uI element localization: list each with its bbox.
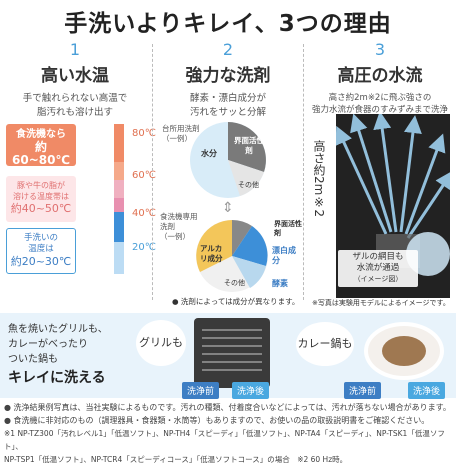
reason-heading: 高い水温 [41, 66, 109, 86]
pie1-label-surfactant: 界面活性剤 [234, 136, 264, 155]
reason-number: 3 [374, 40, 386, 59]
grill-photo [194, 318, 270, 388]
reason-3-column: 3 高圧の水流 高さ約2m※2に飛ぶ強さの 強力水流が食器のすみずみまで洗浄 [304, 40, 456, 310]
height-vertical-label: 高さ約2m※2 [312, 140, 326, 217]
temp-20: 20℃ [132, 242, 156, 253]
pie2-label-other: その他 [224, 279, 245, 287]
pie2-title: 食洗機専用 洗剤 （一例） [160, 212, 198, 241]
pie2-chart [196, 219, 268, 292]
reason-2-column: 2 強力な洗剤 酵素・漂白成分が 汚れをサッと分解 [153, 40, 303, 310]
pie1-title: 台所用洗剤 （一例） [162, 124, 200, 143]
temp-60: 60℃ [132, 170, 156, 181]
temperature-bar [114, 124, 124, 274]
reason-description: 高さ約2m※2に飛ぶ強さの 強力水流が食器のすみずみまで洗浄 [311, 93, 448, 115]
temp-40: 40℃ [132, 208, 156, 219]
column-divider [303, 44, 304, 300]
colander-callout: ザルの網目も 水流が通過 （イメージ図） [338, 250, 418, 287]
grill-bubble: グリルも [136, 320, 186, 366]
curry-pot-bubble: カレー鍋も [296, 322, 354, 366]
dishwasher-temp-box: 食洗機なら 約60~80℃ [6, 124, 76, 167]
pie2-label-alkali: アルカリ成分 [200, 244, 223, 263]
pie2-label-enzyme: 酵素 [272, 279, 288, 288]
pie1-label-water: 水分 [201, 149, 217, 158]
column-divider [152, 44, 153, 300]
hand-wash-temp-box: 手洗いの 温度は 約20~30℃ [6, 228, 76, 274]
photo-note: ※写真は実験用モデルによるイメージです。 [312, 299, 450, 307]
meat-fat-temp-box: 豚や牛の脂が 溶ける温度帯は 約40~50℃ [6, 176, 76, 222]
band-description: 魚を焼いたグリルも、 カレーがべったり ついた鍋も キレイに洗える [8, 324, 108, 386]
pie2-label-surfactant: 界面活性剤 [274, 220, 302, 237]
page-title: 手洗いよりキレイ、3つの理由 [64, 11, 392, 37]
reason-number: 1 [69, 40, 81, 59]
pie2-label-bleach: 漂白成分 [272, 246, 296, 265]
up-down-arrow-icon: ⇕ [222, 200, 234, 216]
grill-before-tag: 洗浄前 [182, 382, 220, 399]
curry-pot-photo [364, 322, 444, 380]
reason-number: 2 [222, 40, 234, 59]
detergent-note: ● 洗剤によっては成分が異なります。 [172, 297, 300, 306]
reason-description: 手で触れられない高温で 脂汚れも溶け出す [22, 93, 128, 118]
footnotes: ● 洗浄結果例写真は、当社実験によるものです。汚れの種類、付着度合いなどによって… [4, 403, 451, 464]
pie1-label-other: その他 [238, 181, 259, 189]
pot-after-tag: 洗浄後 [408, 382, 446, 399]
reason-1-column: 1 高い水温 手で触れられない高温で 脂汚れも溶け出す [0, 40, 150, 310]
pot-before-tag: 洗浄前 [344, 382, 382, 399]
reason-heading: 強力な洗剤 [185, 66, 271, 86]
reason-heading: 高圧の水流 [337, 66, 423, 86]
temp-80: 80℃ [132, 128, 156, 139]
pie1-chart [190, 122, 266, 198]
reason-description: 酵素・漂白成分が 汚れをサッと分解 [189, 93, 266, 118]
grill-after-tag: 洗浄後 [232, 382, 270, 399]
